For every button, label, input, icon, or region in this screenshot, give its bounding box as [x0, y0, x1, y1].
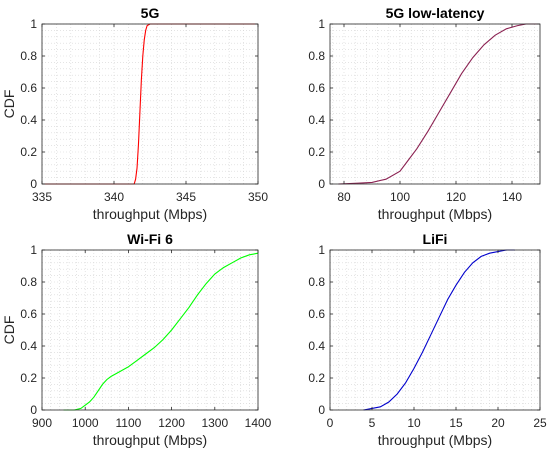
x-tick-label: 340 — [104, 190, 124, 204]
subplot-1: 335 340 345 350 0 0.2 0.4 0.6 0.8 1 5G throughput (… — [1, 5, 268, 222]
y-tick-label: 0.8 — [308, 275, 325, 289]
x-tick-label: 140 — [502, 190, 522, 204]
x-axis-label: throughput (Mbps) — [93, 432, 207, 448]
y-tick-label: 0.6 — [308, 307, 325, 321]
y-tick-label: 0.2 — [308, 371, 325, 385]
x-tick-label: 1400 — [245, 416, 272, 430]
y-tick-label: 1 — [318, 17, 325, 31]
y-tick-label: 0.4 — [20, 113, 37, 127]
grid — [41, 23, 259, 185]
y-tick-label: 0.4 — [308, 339, 325, 353]
x-tick-label: 15 — [449, 416, 463, 430]
x-tick-label: 1200 — [158, 416, 185, 430]
axes-frame — [329, 249, 541, 411]
x-tick-label: 1000 — [72, 416, 99, 430]
axes-frame — [329, 23, 541, 185]
y-tick-label: 0.6 — [308, 81, 325, 95]
y-tick-label: 0.6 — [20, 81, 37, 95]
chart-title: LiFi — [423, 231, 448, 247]
plot-area — [330, 24, 540, 184]
y-axis-label: CDF — [1, 90, 17, 119]
y-tick-label: 0.8 — [20, 49, 37, 63]
x-axis-label: throughput (Mbps) — [378, 432, 492, 448]
x-tick-label: 120 — [446, 190, 466, 204]
series-line-1 — [63, 252, 259, 411]
y-tick-label: 0.2 — [20, 145, 37, 159]
axes-frame — [41, 249, 259, 411]
y-tick-label: 0 — [318, 403, 325, 417]
x-tick-label: 1300 — [201, 416, 228, 430]
subplot-3: 900 1000 1100 1200 1300 1400 0 0.2 0.4 0.6 0.8 1 Wi-… — [1, 231, 272, 448]
x-axis-label: throughput (Mbps) — [93, 206, 207, 222]
chart-title: 5G low-latency — [386, 5, 485, 21]
y-axis-label: CDF — [1, 316, 17, 345]
series-line-1 — [363, 249, 515, 411]
y-tick-label: 0.4 — [308, 113, 325, 127]
x-tick-label: 5 — [369, 416, 376, 430]
y-tick-label: 0.8 — [20, 275, 37, 289]
x-tick-label: 1100 — [115, 416, 141, 430]
x-tick-label: 20 — [491, 416, 505, 430]
y-tick-label: 1 — [30, 17, 37, 31]
chart-title: Wi-Fi 6 — [127, 231, 173, 247]
x-axis-label: throughput (Mbps) — [378, 206, 492, 222]
y-tick-label: 0.4 — [20, 339, 37, 353]
x-tick-label: 80 — [337, 190, 351, 204]
plot-area — [42, 24, 258, 184]
y-tick-label: 0.8 — [308, 49, 325, 63]
grid — [41, 249, 259, 411]
y-tick-label: 0.2 — [308, 145, 325, 159]
y-tick-label: 0 — [30, 403, 37, 417]
subplot-4: 0 5 10 15 20 25 0 0.2 0.4 0.6 0.8 1 LiFi throughput (… — [308, 231, 547, 448]
y-tick-label: 1 — [30, 243, 37, 257]
x-tick-label: 900 — [32, 416, 52, 430]
y-tick-label: 0.2 — [20, 371, 37, 385]
x-tick-label: 10 — [407, 416, 421, 430]
grid — [330, 23, 540, 185]
series-line-1 — [42, 23, 258, 185]
plot-area — [42, 250, 258, 410]
chart-title: 5G — [141, 5, 160, 21]
x-tick-label: 25 — [533, 416, 547, 430]
x-tick-label: 100 — [390, 190, 410, 204]
y-tick-label: 0 — [30, 177, 37, 191]
x-tick-label: 0 — [327, 416, 334, 430]
axes-frame — [41, 23, 259, 185]
series-line-1 — [338, 23, 540, 185]
y-tick-label: 1 — [318, 243, 325, 257]
x-tick-label: 335 — [32, 190, 52, 204]
y-tick-label: 0.6 — [20, 307, 37, 321]
subplot-2: 80 100 120 140 0 0.2 0.4 0.6 0.8 1 5G low-latency t… — [308, 5, 541, 222]
plot-area — [330, 250, 540, 410]
x-tick-label: 345 — [176, 190, 196, 204]
x-tick-label: 350 — [248, 190, 268, 204]
y-tick-label: 0 — [318, 177, 325, 191]
